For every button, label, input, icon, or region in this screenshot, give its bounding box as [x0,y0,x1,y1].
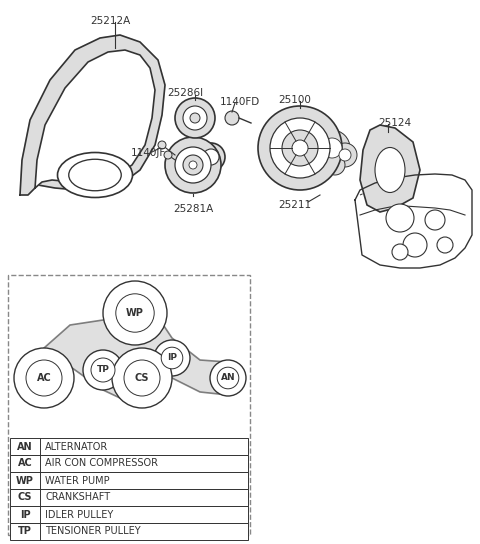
Text: AC: AC [36,373,51,383]
Text: AN: AN [17,442,33,452]
Circle shape [339,149,351,161]
Circle shape [217,367,239,389]
Circle shape [183,155,203,175]
Text: IP: IP [167,354,177,362]
Polygon shape [44,308,228,407]
Text: CS: CS [135,373,149,383]
Circle shape [190,113,200,123]
Circle shape [164,151,172,159]
Ellipse shape [58,152,132,197]
Circle shape [165,137,221,193]
Ellipse shape [69,159,121,191]
Circle shape [270,118,330,178]
Text: ALTERNATOR: ALTERNATOR [45,442,108,452]
Circle shape [322,138,342,158]
Circle shape [189,161,197,169]
FancyBboxPatch shape [10,438,248,455]
Text: WP: WP [16,475,34,485]
FancyBboxPatch shape [10,472,248,489]
Text: 25286I: 25286I [167,88,203,98]
Text: TENSIONER PULLEY: TENSIONER PULLEY [45,527,141,536]
Text: 25100: 25100 [278,95,312,105]
Text: 25212A: 25212A [90,16,130,26]
Circle shape [161,347,183,369]
Circle shape [386,204,414,232]
FancyBboxPatch shape [10,489,248,506]
Circle shape [91,358,115,382]
Circle shape [26,360,62,396]
Circle shape [325,155,345,175]
Circle shape [314,130,350,166]
Text: IP: IP [20,510,30,520]
Circle shape [210,360,246,396]
Text: WP: WP [126,308,144,318]
Text: AN: AN [221,374,235,382]
Circle shape [158,141,166,149]
Text: TP: TP [96,366,109,374]
Text: WATER PUMP: WATER PUMP [45,475,109,485]
Circle shape [292,140,308,156]
Text: 25211: 25211 [278,200,312,210]
Circle shape [103,281,167,345]
Circle shape [175,147,211,183]
Polygon shape [35,50,155,188]
Circle shape [183,106,207,130]
Circle shape [403,233,427,257]
Circle shape [197,143,225,171]
Circle shape [313,130,337,154]
Circle shape [14,348,74,408]
Circle shape [225,111,239,125]
Polygon shape [20,35,165,195]
Circle shape [175,98,215,138]
Text: IDLER PULLEY: IDLER PULLEY [45,510,113,520]
Text: 1140FD: 1140FD [220,97,260,107]
Text: 1140JF: 1140JF [131,148,166,158]
Text: 25281A: 25281A [173,204,213,214]
Circle shape [425,210,445,230]
Circle shape [392,244,408,260]
Circle shape [203,149,219,165]
Circle shape [437,237,453,253]
Text: 25124: 25124 [378,118,411,128]
Circle shape [333,143,357,167]
FancyBboxPatch shape [10,506,248,523]
Text: CS: CS [18,492,32,503]
FancyBboxPatch shape [10,455,248,472]
Text: CRANKSHAFT: CRANKSHAFT [45,492,110,503]
Circle shape [83,350,123,390]
Circle shape [116,294,154,332]
Circle shape [154,340,190,376]
Text: AIR CON COMPRESSOR: AIR CON COMPRESSOR [45,459,158,468]
Circle shape [282,130,318,166]
FancyBboxPatch shape [10,523,248,540]
Circle shape [124,360,160,396]
Circle shape [312,152,332,172]
Circle shape [112,348,172,408]
Polygon shape [360,125,420,212]
Text: AC: AC [18,459,32,468]
FancyBboxPatch shape [8,275,250,535]
Text: TP: TP [18,527,32,536]
Circle shape [258,106,342,190]
Ellipse shape [375,147,405,193]
